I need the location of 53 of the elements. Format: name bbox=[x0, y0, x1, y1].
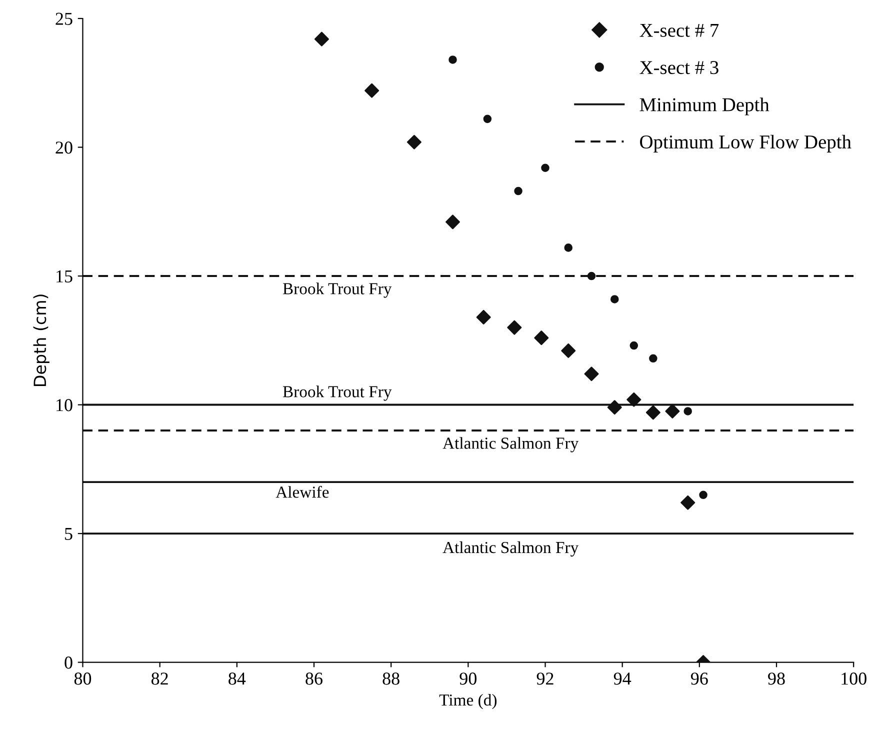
x-tick-label: 82 bbox=[151, 672, 168, 685]
x-tick-label: 88 bbox=[382, 672, 400, 685]
x-tick-label: 96 bbox=[690, 672, 708, 685]
point bbox=[507, 320, 522, 335]
legend-label: Minimum Depth bbox=[640, 98, 770, 116]
point bbox=[514, 186, 522, 196]
y-tick-label: 10 bbox=[56, 399, 72, 412]
point bbox=[684, 407, 692, 416]
annotation: Brook Trout Fry bbox=[282, 282, 392, 298]
legend-label: X-sect # 3 bbox=[640, 61, 718, 74]
point bbox=[448, 56, 457, 64]
point bbox=[610, 295, 619, 304]
annotation: Alewife bbox=[276, 486, 329, 498]
y-tick-label: 0 bbox=[64, 656, 72, 669]
point bbox=[665, 404, 680, 418]
point bbox=[649, 354, 658, 363]
x-tick-label: 90 bbox=[460, 672, 476, 685]
point bbox=[630, 341, 638, 350]
y-tick-label: 5 bbox=[65, 528, 72, 540]
point bbox=[587, 272, 596, 280]
x-tick-label: 84 bbox=[228, 672, 246, 685]
y-axis-title: Depth (cm) bbox=[33, 294, 50, 386]
x-tick-label: 80 bbox=[74, 672, 92, 685]
point bbox=[646, 405, 660, 420]
annotation: Atlantic Salmon Fry bbox=[442, 437, 579, 452]
point bbox=[406, 134, 422, 150]
point bbox=[584, 366, 599, 382]
legend-label: Optimum Low Flow Depth bbox=[640, 134, 852, 152]
y-tick-label: 15 bbox=[56, 270, 72, 282]
annotation: Atlantic Salmon Fry bbox=[442, 541, 579, 557]
point bbox=[364, 83, 380, 98]
point bbox=[699, 490, 708, 500]
point bbox=[534, 330, 549, 346]
point bbox=[626, 392, 642, 407]
point bbox=[483, 114, 492, 124]
point bbox=[561, 343, 576, 358]
point bbox=[445, 214, 460, 230]
x-tick-label: 92 bbox=[536, 672, 554, 685]
point bbox=[564, 244, 573, 252]
point bbox=[314, 32, 329, 46]
y-tick-label: 20 bbox=[56, 142, 72, 154]
x-axis-title: Time (d) bbox=[439, 694, 497, 710]
y-tick-label: 25 bbox=[56, 12, 72, 25]
point bbox=[680, 495, 696, 510]
x-tick-label: 98 bbox=[768, 672, 785, 685]
point bbox=[541, 164, 550, 172]
point bbox=[476, 310, 491, 324]
x-tick-label: 94 bbox=[614, 672, 632, 685]
x-tick-label: 86 bbox=[306, 672, 322, 685]
legend-label: X-sect # 7 bbox=[640, 24, 719, 37]
annotation: Brook Trout Fry bbox=[282, 386, 392, 401]
point bbox=[607, 400, 622, 415]
x-tick-label: 100 bbox=[842, 672, 866, 685]
